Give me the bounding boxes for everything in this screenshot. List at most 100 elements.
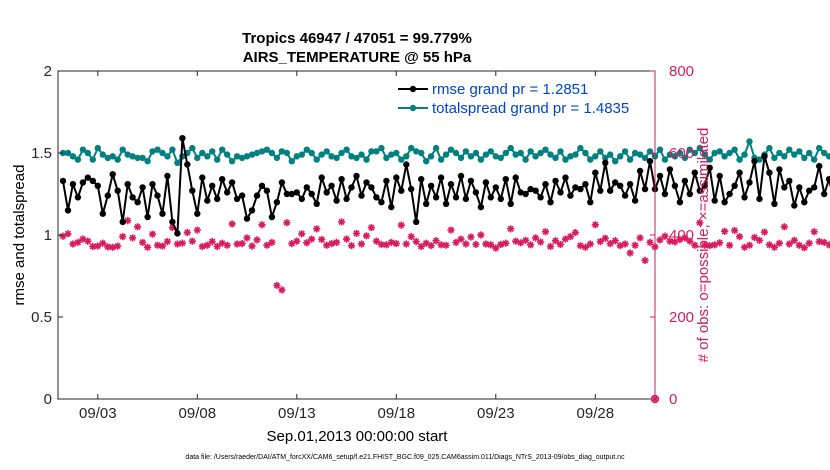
totalspread-point — [442, 151, 450, 158]
rmse-point — [636, 167, 644, 175]
rmse-point — [159, 210, 166, 217]
rmse-point — [592, 169, 599, 176]
obs-point — [258, 221, 266, 229]
y-right-tick-label: 600 — [669, 145, 694, 162]
obs-point — [541, 228, 550, 236]
obs-point — [362, 232, 371, 240]
obs-point — [293, 237, 301, 245]
obs-point — [472, 240, 480, 248]
obs-point — [397, 221, 405, 229]
totalspread-point — [746, 138, 753, 145]
rmse-point — [701, 182, 708, 189]
totalspread-point — [741, 151, 748, 158]
totalspread-point — [572, 151, 579, 158]
totalspread-series-group — [59, 138, 830, 166]
rmse-point — [527, 185, 534, 193]
rmse-point — [552, 177, 559, 185]
rmse-point — [671, 182, 679, 189]
rmse-point — [602, 159, 609, 166]
rmse-point — [59, 177, 67, 185]
totalspread-point — [462, 148, 470, 155]
totalspread-point — [457, 154, 465, 162]
totalspread-point — [149, 148, 156, 155]
totalspread-point — [636, 151, 644, 158]
obs-point — [487, 241, 495, 249]
rmse-point — [258, 182, 266, 189]
totalspread-point — [577, 144, 584, 152]
plot-area — [57, 70, 830, 404]
obs-point — [586, 240, 594, 248]
totalspread-point — [288, 158, 295, 165]
rmse-point — [363, 179, 370, 186]
obs-point — [114, 242, 122, 250]
rmse-point — [383, 177, 390, 185]
obs-point — [99, 239, 107, 247]
obs-point — [432, 237, 440, 245]
obs-point — [606, 240, 614, 248]
rmse-point — [825, 176, 830, 183]
obs-point — [601, 234, 609, 242]
totalspread-point — [268, 149, 276, 157]
x-tick-label: 09/28 — [577, 405, 615, 422]
totalspread-point — [427, 153, 435, 160]
obs-point — [84, 237, 92, 245]
rmse-point — [154, 192, 161, 199]
totalspread-point — [189, 144, 196, 152]
totalspread-point — [224, 151, 231, 158]
x-tick-label: 09/23 — [477, 405, 515, 422]
totalspread-point — [383, 154, 390, 162]
rmse-point — [522, 190, 529, 198]
rmse-point — [204, 197, 211, 204]
obs-point — [770, 243, 778, 251]
rmse-point — [403, 161, 410, 168]
totalspread-point — [253, 149, 261, 157]
totalspread-point — [487, 148, 494, 155]
obs-point — [556, 240, 565, 248]
obs-point — [64, 230, 72, 238]
obs-point — [228, 220, 236, 228]
totalspread-point — [497, 154, 504, 162]
obs-point — [785, 240, 793, 248]
obs-point — [551, 237, 560, 245]
obs-point — [566, 233, 574, 241]
totalspread-point — [626, 156, 634, 163]
obs-point — [716, 239, 724, 247]
totalspread-point — [621, 148, 629, 155]
totalspread-point — [318, 151, 325, 158]
obs-point — [173, 240, 181, 248]
totalspread-point — [74, 156, 82, 163]
totalspread-point — [194, 154, 201, 162]
rmse-point — [467, 177, 475, 185]
rmse-point — [681, 177, 689, 185]
rmse-point — [547, 199, 554, 206]
rmse-point — [781, 184, 788, 191]
rmse-point — [766, 169, 773, 176]
totalspread-point — [482, 151, 490, 158]
rmse-point — [796, 184, 803, 191]
rmse-point — [263, 187, 271, 194]
rmse-point — [716, 172, 723, 180]
rmse-point — [89, 177, 97, 185]
obs-point — [124, 217, 132, 225]
x-axis: 09/03 09/08 09/13 09/18 09/23 09/28 — [79, 71, 614, 422]
rmse-point — [104, 192, 112, 199]
totalspread-point — [661, 156, 669, 163]
rmse-point — [353, 172, 360, 180]
totalspread-point — [293, 153, 300, 160]
totalspread-point — [736, 156, 743, 163]
totalspread-point — [278, 148, 286, 155]
legend-marker-rmse — [409, 85, 417, 93]
rmse-point — [711, 197, 718, 204]
totalspread-point — [228, 158, 236, 165]
obs-point — [492, 244, 500, 252]
totalspread-point — [94, 144, 102, 152]
rmse-point — [621, 192, 629, 199]
totalspread-point — [592, 153, 599, 160]
obs-point — [775, 239, 783, 247]
obs-point — [427, 242, 435, 250]
obs-point — [641, 256, 649, 264]
rmse-point — [731, 182, 738, 189]
rmse-point — [323, 189, 330, 196]
totalspread-point — [517, 149, 524, 157]
totalspread-point — [492, 153, 499, 160]
